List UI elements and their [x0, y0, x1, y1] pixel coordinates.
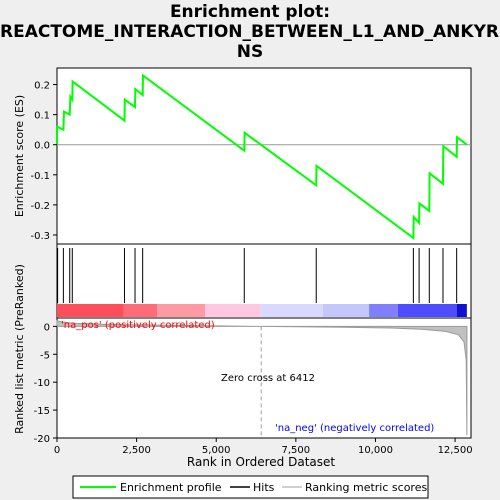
- heat-band: [57, 304, 124, 317]
- heat-band: [397, 304, 457, 317]
- legend-label-enrichment: Enrichment profile: [120, 481, 222, 494]
- heat-band: [456, 304, 467, 317]
- es-y-tick-label: 0.1: [34, 111, 50, 122]
- ranking-heat-bar: [57, 304, 467, 317]
- positive-label: 'na_pos' (positively correlated): [61, 320, 215, 331]
- x-axis-label: Rank in Ordered Dataset: [187, 455, 335, 469]
- es-y-tick-label: 0.0: [34, 141, 50, 152]
- x-tick-label: 0: [54, 445, 60, 456]
- ranking-y-tick-label: 0: [44, 322, 50, 333]
- legend-label-hits: Hits: [253, 481, 275, 494]
- x-tick-label: 2,500: [122, 445, 151, 456]
- heat-band: [123, 304, 158, 317]
- enrichment-profile-line: [56, 73, 468, 240]
- x-tick-label: 12,500: [438, 445, 473, 456]
- title-line-3: NS: [236, 42, 264, 62]
- ranking-metric-area: [56, 320, 468, 436]
- ranking-y-tick-label: -5: [40, 350, 50, 361]
- es-y-axis-label: Enrichment score (ES): [13, 95, 26, 217]
- heat-band: [322, 304, 370, 317]
- ranking-y-ticks: 0 -5 -10 -15 -20: [34, 322, 57, 445]
- x-tick-label: 5,000: [202, 445, 231, 456]
- title-line-1: Enrichment plot:: [169, 2, 331, 22]
- title-line-2: REACTOME_INTERACTION_BETWEEN_L1_AND_ANKY…: [0, 22, 500, 42]
- zero-cross-label: Zero cross at 6412: [221, 373, 315, 384]
- es-y-tick-label: -0.3: [30, 231, 50, 242]
- legend-label-ranking: Ranking metric scores: [305, 481, 427, 494]
- ranking-panel-frame: [56, 317, 472, 439]
- es-y-tick-label: -0.2: [30, 201, 50, 212]
- es-y-tick-label: 0.2: [34, 81, 50, 92]
- ranking-y-tick-label: -20: [34, 434, 50, 445]
- ranking-y-tick-label: -15: [34, 406, 50, 417]
- heat-band: [205, 304, 261, 317]
- chart-title: Enrichment plot: REACTOME_INTERACTION_BE…: [0, 2, 500, 62]
- x-ticks: 0 2,500 5,000 7,500 10,000 12,500: [54, 438, 473, 456]
- es-y-ticks: 0.2 0.1 0.0 -0.1 -0.2 -0.3: [30, 81, 57, 242]
- es-panel-frame: [56, 67, 472, 245]
- legend-box: [72, 475, 429, 499]
- ranking-y-tick-label: -10: [34, 378, 50, 389]
- heat-band: [157, 304, 206, 317]
- hit-markers: [57, 248, 458, 303]
- x-tick-label: 7,500: [282, 445, 311, 456]
- negative-label: 'na_neg' (negatively correlated): [275, 423, 434, 434]
- ranking-y-axis-label: Ranked list metric (PreRanked): [13, 264, 26, 434]
- heat-band: [260, 304, 323, 317]
- x-tick-label: 10,000: [358, 445, 393, 456]
- es-y-tick-label: -0.1: [30, 171, 50, 182]
- heat-band: [369, 304, 398, 317]
